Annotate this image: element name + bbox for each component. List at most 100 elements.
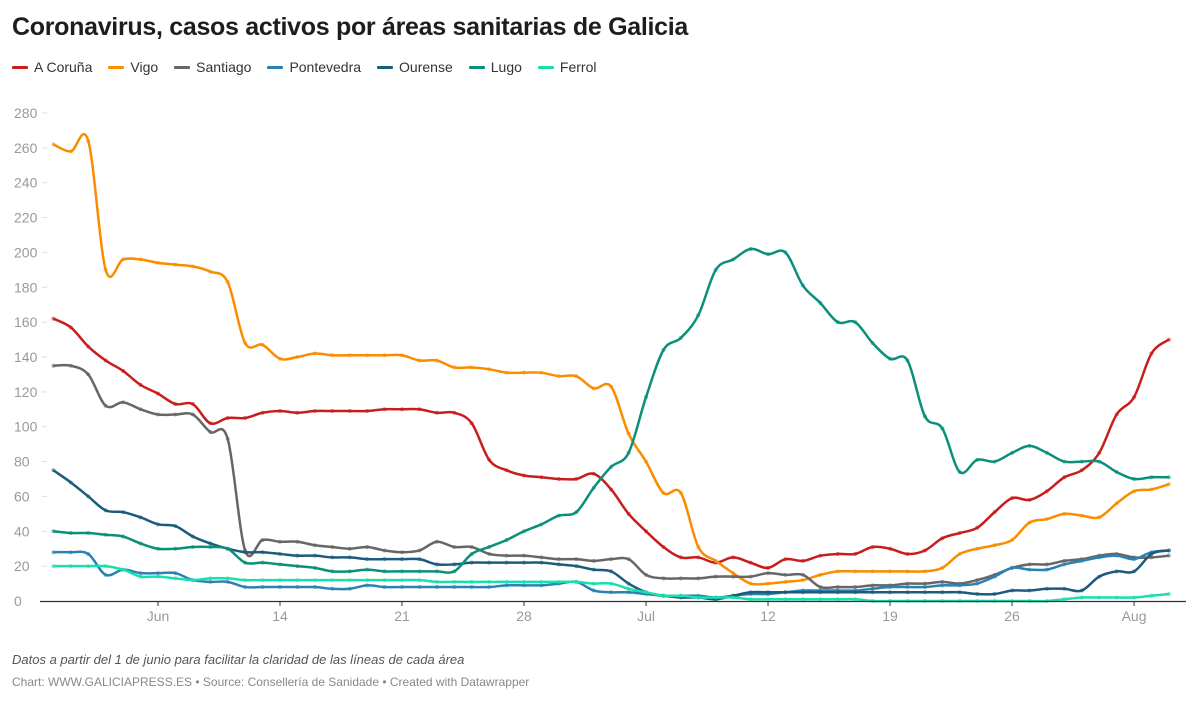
data-point xyxy=(365,557,370,562)
data-point xyxy=(173,571,178,576)
data-point xyxy=(992,459,997,464)
data-point xyxy=(469,560,474,565)
x-tick-label: 28 xyxy=(516,608,532,624)
data-point xyxy=(713,558,718,563)
data-point xyxy=(1044,567,1049,572)
data-point xyxy=(417,548,422,553)
data-point xyxy=(260,538,265,542)
y-tick-label: 40 xyxy=(14,523,30,539)
data-point xyxy=(1166,548,1171,553)
data-point xyxy=(748,574,753,579)
data-point xyxy=(835,551,840,556)
data-point xyxy=(940,565,945,570)
data-point xyxy=(400,407,404,412)
data-point xyxy=(870,586,875,591)
data-point xyxy=(68,480,73,485)
data-point xyxy=(347,409,352,414)
data-point xyxy=(574,564,579,569)
data-point xyxy=(469,585,474,590)
data-point xyxy=(469,544,474,549)
legend-swatch xyxy=(537,65,554,69)
data-point xyxy=(1027,562,1032,567)
data-point xyxy=(452,410,457,415)
data-point xyxy=(766,581,771,586)
legend-item: Lugo xyxy=(468,59,522,75)
data-point xyxy=(86,564,91,569)
data-point xyxy=(591,581,596,586)
series-santiago xyxy=(51,363,1171,590)
data-point xyxy=(940,426,945,431)
data-point xyxy=(539,579,544,584)
data-point xyxy=(1062,597,1067,602)
data-point xyxy=(609,569,614,574)
data-point xyxy=(1062,586,1067,591)
data-point xyxy=(312,585,317,590)
data-point xyxy=(504,538,509,542)
legend-item: Santiago xyxy=(174,59,251,75)
data-point xyxy=(1132,395,1137,400)
data-point xyxy=(86,531,91,536)
data-point xyxy=(330,353,335,358)
data-point xyxy=(417,578,422,583)
data-point xyxy=(68,149,73,154)
data-point xyxy=(312,565,317,570)
data-point xyxy=(382,569,387,574)
data-point xyxy=(434,562,439,567)
data-point xyxy=(888,546,893,551)
data-point xyxy=(661,544,666,549)
legend-label: Pontevedra xyxy=(289,59,362,75)
data-point xyxy=(260,560,265,565)
data-point xyxy=(591,567,596,572)
data-point xyxy=(888,356,893,361)
data-point xyxy=(173,412,178,417)
data-point xyxy=(1097,515,1102,520)
data-point xyxy=(190,578,195,583)
data-point xyxy=(678,555,683,560)
data-point xyxy=(417,557,422,562)
data-point xyxy=(591,588,596,593)
data-point xyxy=(940,579,945,584)
legend-item: Ferrol xyxy=(537,59,596,75)
data-point xyxy=(800,283,805,288)
data-point xyxy=(121,400,126,405)
data-point xyxy=(68,325,73,330)
legend-label: Vigo xyxy=(130,59,159,75)
data-point xyxy=(783,579,788,584)
data-point xyxy=(800,578,805,583)
data-point xyxy=(522,560,527,565)
data-point xyxy=(452,579,457,584)
data-point xyxy=(957,470,962,475)
line-chart: 020406080100120140160180200220240260280 … xyxy=(14,105,1186,624)
data-point xyxy=(243,341,248,346)
data-point xyxy=(155,546,160,551)
data-point xyxy=(1114,569,1119,574)
data-point xyxy=(835,569,840,574)
data-point xyxy=(243,578,248,583)
y-tick-label: 20 xyxy=(14,558,30,574)
data-point xyxy=(155,574,160,579)
data-point xyxy=(190,534,195,539)
data-point xyxy=(975,546,980,551)
data-point xyxy=(1149,351,1154,356)
data-point xyxy=(644,529,649,534)
data-point xyxy=(1166,592,1171,597)
data-point xyxy=(1166,553,1171,558)
legend-swatch xyxy=(12,65,28,69)
data-point xyxy=(1132,595,1137,600)
data-point xyxy=(225,280,230,285)
data-point xyxy=(696,555,701,560)
x-tick-label: 26 xyxy=(1004,608,1020,624)
data-point xyxy=(1166,482,1171,487)
data-point xyxy=(522,473,527,478)
data-point xyxy=(539,522,544,527)
data-point xyxy=(766,597,771,602)
data-point xyxy=(103,508,108,513)
data-point xyxy=(487,367,492,372)
data-point xyxy=(504,560,509,565)
data-point xyxy=(487,579,492,584)
series-lines xyxy=(51,132,1171,603)
legend-item: Pontevedra xyxy=(267,59,361,75)
data-point xyxy=(1010,450,1015,455)
data-point xyxy=(696,595,701,600)
data-point xyxy=(1114,412,1119,417)
